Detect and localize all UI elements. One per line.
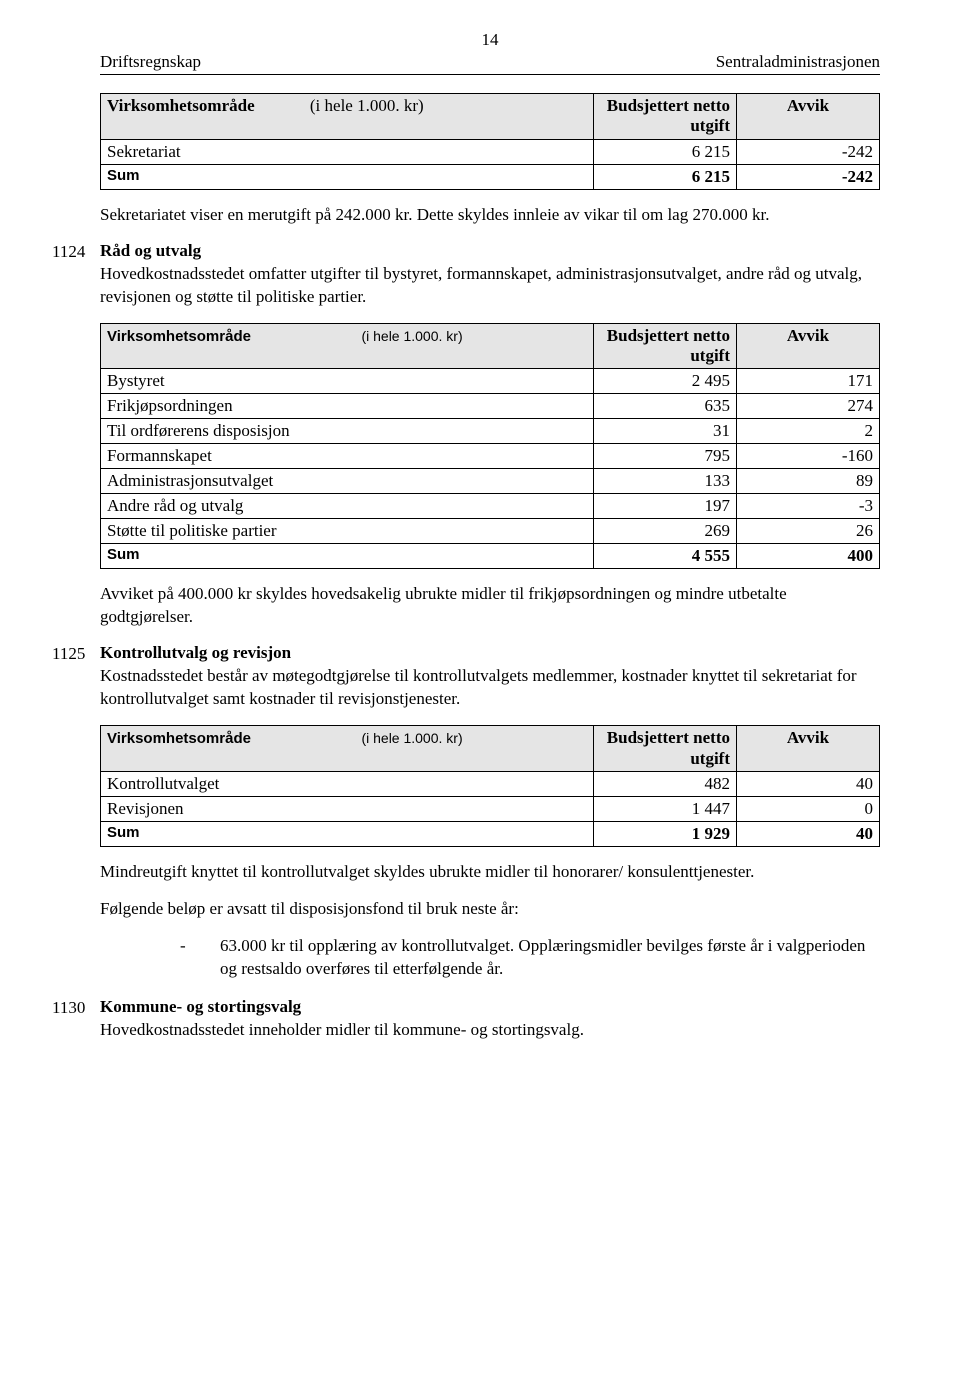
unit-label: (i hele 1.000. kr) [361,328,462,344]
running-header: Driftsregnskap Sentraladministrasjonen [100,52,880,75]
table-row: Administrasjonsutvalget 133 89 [101,469,880,494]
table-sum-row: Sum 4 555 400 [101,544,880,569]
paragraph: Sekretariatet viser en merutgift på 242.… [100,204,880,227]
row-label: Bystyret [101,369,594,394]
table-row: Revisjonen 1 447 0 [101,796,880,821]
budget-col-line2: utgift [690,749,730,768]
sum-label: Sum [101,544,594,569]
table-rad-og-utvalg: Virksomhetsområde (i hele 1.000. kr) Bud… [100,323,880,570]
row-budget: 269 [594,519,737,544]
sum-dev: -242 [737,164,880,189]
table-row: Frikjøpsordningen 635 274 [101,394,880,419]
budget-col-line1: Budsjettert netto [607,728,730,747]
unit-label: (i hele 1.000. kr) [361,730,462,746]
col-area: Virksomhetsområde (i hele 1.000. kr) [101,726,594,772]
paragraph: Følgende beløp er avsatt til disposisjon… [100,898,880,921]
row-label: Formannskapet [101,444,594,469]
row-budget: 197 [594,494,737,519]
row-label: Til ordførerens disposisjon [101,419,594,444]
col-budget: Budsjettert netto utgift [594,323,737,369]
bullet-text: 63.000 kr til opplæring av kontrollutval… [220,935,880,981]
area-label: Virksomhetsområde [107,730,251,747]
row-label: Revisjonen [101,796,594,821]
row-dev: 2 [737,419,880,444]
table-row: Sekretariat 6 215 -242 [101,139,880,164]
row-dev: -242 [737,139,880,164]
table-row: Formannskapet 795 -160 [101,444,880,469]
table-row: Andre råd og utvalg 197 -3 [101,494,880,519]
section-desc: Hovedkostnadsstedet inneholder midler ti… [100,1019,880,1042]
section-title: Råd og utvalg [100,241,880,261]
sum-budget: 1 929 [594,821,737,846]
row-dev: -3 [737,494,880,519]
row-budget: 31 [594,419,737,444]
row-budget: 1 447 [594,796,737,821]
unit-label: (i hele 1.000. kr) [310,96,424,115]
row-label: Kontrollutvalget [101,771,594,796]
row-budget: 2 495 [594,369,737,394]
table-row: Kontrollutvalget 482 40 [101,771,880,796]
row-budget: 482 [594,771,737,796]
row-budget: 6 215 [594,139,737,164]
col-budget: Budsjettert netto utgift [594,726,737,772]
col-deviation: Avvik [737,323,880,369]
header-right: Sentraladministrasjonen [716,52,880,74]
section-desc: Kostnadsstedet består av møtegodtgjørels… [100,665,880,711]
page-number: 14 [100,30,880,50]
col-deviation: Avvik [737,726,880,772]
table-row: Til ordførerens disposisjon 31 2 [101,419,880,444]
col-budget: Budsjettert netto utgift [594,94,737,140]
col-area: Virksomhetsområde (i hele 1.000. kr) [101,323,594,369]
section-title: Kontrollutvalg og revisjon [100,643,880,663]
table-row: Bystyret 2 495 171 [101,369,880,394]
budget-col-line2: utgift [690,346,730,365]
row-dev: 89 [737,469,880,494]
area-label: Virksomhetsområde [107,96,255,115]
budget-col-line1: Budsjettert netto [607,326,730,345]
header-left: Driftsregnskap [100,52,201,74]
sum-label: Sum [101,821,594,846]
bullet-item: - 63.000 kr til opplæring av kontrollutv… [180,935,880,981]
section-code: 1130 [52,997,100,1018]
row-dev: 171 [737,369,880,394]
section-code: 1125 [52,643,100,664]
sum-dev: 40 [737,821,880,846]
row-dev: -160 [737,444,880,469]
row-dev: 0 [737,796,880,821]
table-sekretariat: Virksomhetsområde (i hele 1.000. kr) Bud… [100,93,880,190]
row-dev: 26 [737,519,880,544]
table-sum-row: Sum 1 929 40 [101,821,880,846]
table-sum-row: Sum 6 215 -242 [101,164,880,189]
sum-label: Sum [101,164,594,189]
section-code: 1124 [52,241,100,262]
section-title: Kommune- og stortingsvalg [100,997,880,1017]
col-deviation: Avvik [737,94,880,140]
row-label: Administrasjonsutvalget [101,469,594,494]
row-label: Andre råd og utvalg [101,494,594,519]
row-budget: 795 [594,444,737,469]
row-label: Støtte til politiske partier [101,519,594,544]
budget-col-line1: Budsjettert netto [607,96,730,115]
paragraph: Mindreutgift knyttet til kontrollutvalge… [100,861,880,884]
row-dev: 40 [737,771,880,796]
table-row: Støtte til politiske partier 269 26 [101,519,880,544]
row-label: Frikjøpsordningen [101,394,594,419]
sum-dev: 400 [737,544,880,569]
row-budget: 635 [594,394,737,419]
col-area: Virksomhetsområde (i hele 1.000. kr) [101,94,594,140]
area-label: Virksomhetsområde [107,328,251,345]
sum-budget: 4 555 [594,544,737,569]
paragraph: Avviket på 400.000 kr skyldes hovedsakel… [100,583,880,629]
section-desc: Hovedkostnadsstedet omfatter utgifter ti… [100,263,880,309]
table-kontrollutvalg: Virksomhetsområde (i hele 1.000. kr) Bud… [100,725,880,847]
row-label: Sekretariat [101,139,594,164]
row-dev: 274 [737,394,880,419]
sum-budget: 6 215 [594,164,737,189]
bullet-dash-icon: - [180,935,220,958]
row-budget: 133 [594,469,737,494]
budget-col-line2: utgift [690,116,730,135]
